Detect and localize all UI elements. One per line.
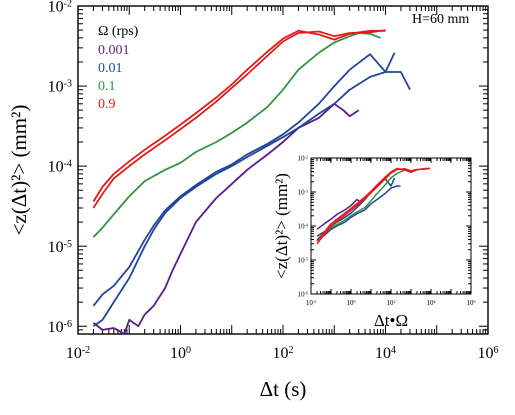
legend-title: Ω (rps) [98,24,139,39]
legend-entry-0.001: 0.001 [98,43,130,58]
inset-y-tick-label: 10-6 [298,290,308,299]
inset-y-tick-label: 10-4 [298,222,308,231]
x-tick-label: 106 [478,345,499,363]
inset-plot: 10-2 100 102 104 106 10-6 10-5 10-4 10-3 10-2 Δt•Ω… [272,154,476,330]
inset-series-line-0.9 [316,167,431,242]
inset-series-line-0.1 [316,169,410,241]
inset-y-tick-label: 10-3 [298,188,308,197]
inset-series-group [316,167,431,245]
legend-entry-0.9: 0.9 [98,97,116,112]
y-tick-label: 10-2 [48,0,72,16]
series-line-0.01 [92,71,411,327]
inset-x-tick-label: 102 [387,299,396,308]
legend-entry-0.1: 0.1 [98,79,116,94]
series-line-0.9 [92,29,386,209]
legend: 0.001 0.01 0.1 0.9 [98,43,130,112]
inset-y-tick-label: 10-2 [298,154,308,163]
y-axis-label: <z(Δt)²> (mm²) [7,105,31,236]
series-line-0.9 [92,29,386,203]
y-tick-label: 10-3 [48,78,72,96]
series-line-0.001 [92,102,360,335]
axis-ticks [77,5,489,335]
inset-series-line-0.01 [316,185,401,241]
series-line-0.1 [92,32,381,238]
inset-series-line-0.001 [316,198,361,230]
x-tick-label: 10-2 [66,345,90,363]
inset-axis-ticks [310,157,472,295]
x-tick-label: 100 [170,345,191,363]
inset-x-tick-label: 10-2 [306,299,316,308]
series-group [92,29,411,335]
inset-y-axis-label: <z(Δt)²> (mm²) [272,173,291,279]
x-tick-label: 104 [375,345,396,363]
inset-x-tick-label: 106 [467,299,476,308]
x-tick-label: 102 [273,345,294,363]
y-tick-label: 10-5 [48,238,72,256]
y-tick-label: 10-4 [48,158,72,176]
series-line-0.01 [92,52,396,307]
inset-series-line-0.9 [316,167,431,245]
inset-x-tick-label: 104 [427,299,436,308]
annotation-text: H=60 mm [412,12,469,27]
inset-x-axis-label: Δt•Ω [374,311,408,330]
inset-x-tick-label: 100 [347,299,356,308]
inset-y-tick-label: 10-5 [298,256,308,265]
y-tick-label: 10-6 [48,318,72,336]
legend-entry-0.01: 0.01 [98,61,123,76]
x-axis-label: Δt (s) [260,377,307,401]
